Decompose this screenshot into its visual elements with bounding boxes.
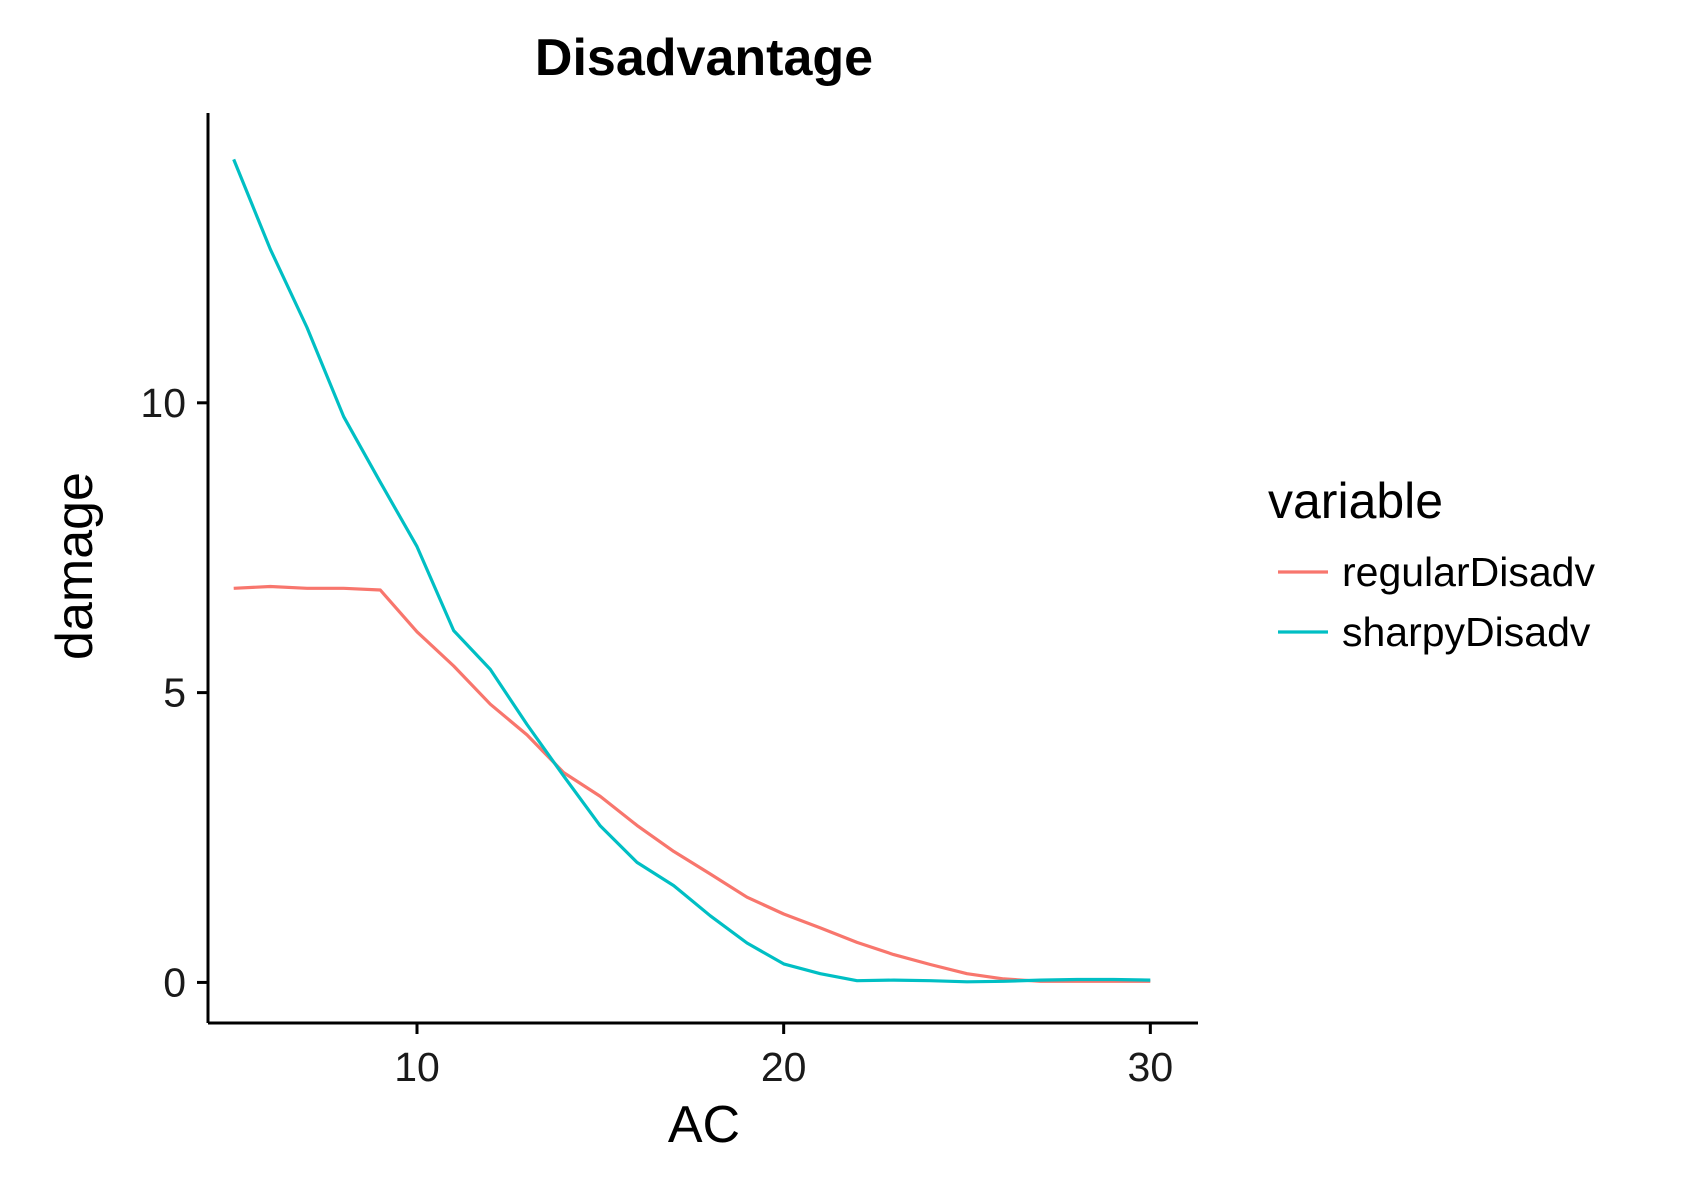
y-tick-label: 5 — [163, 670, 186, 716]
chart-title: Disadvantage — [535, 29, 873, 87]
legend-items: regularDisadv sharpyDisadv — [1278, 549, 1595, 655]
legend-label-regularDisadv: regularDisadv — [1342, 549, 1595, 595]
y-tick-label: 10 — [140, 380, 186, 426]
y-axis-title: damage — [46, 472, 104, 660]
legend: variable regularDisadv sharpyDisadv — [1268, 473, 1595, 655]
x-tick-label: 10 — [394, 1044, 440, 1090]
x-tick-label: 30 — [1128, 1044, 1174, 1090]
y-tick-label: 0 — [163, 959, 186, 1005]
legend-title: variable — [1268, 473, 1443, 529]
series-layer — [232, 158, 1151, 984]
series-line-sharpyDisadv — [232, 158, 1151, 984]
legend-label-sharpyDisadv: sharpyDisadv — [1342, 609, 1591, 655]
y-axis-ticks: 0 5 10 — [140, 380, 208, 1005]
x-axis-ticks: 10 20 30 — [394, 1023, 1173, 1090]
x-tick-label: 20 — [761, 1044, 807, 1090]
series-line-regularDisadv — [233, 584, 1151, 983]
x-axis-title: AC — [668, 1096, 740, 1154]
